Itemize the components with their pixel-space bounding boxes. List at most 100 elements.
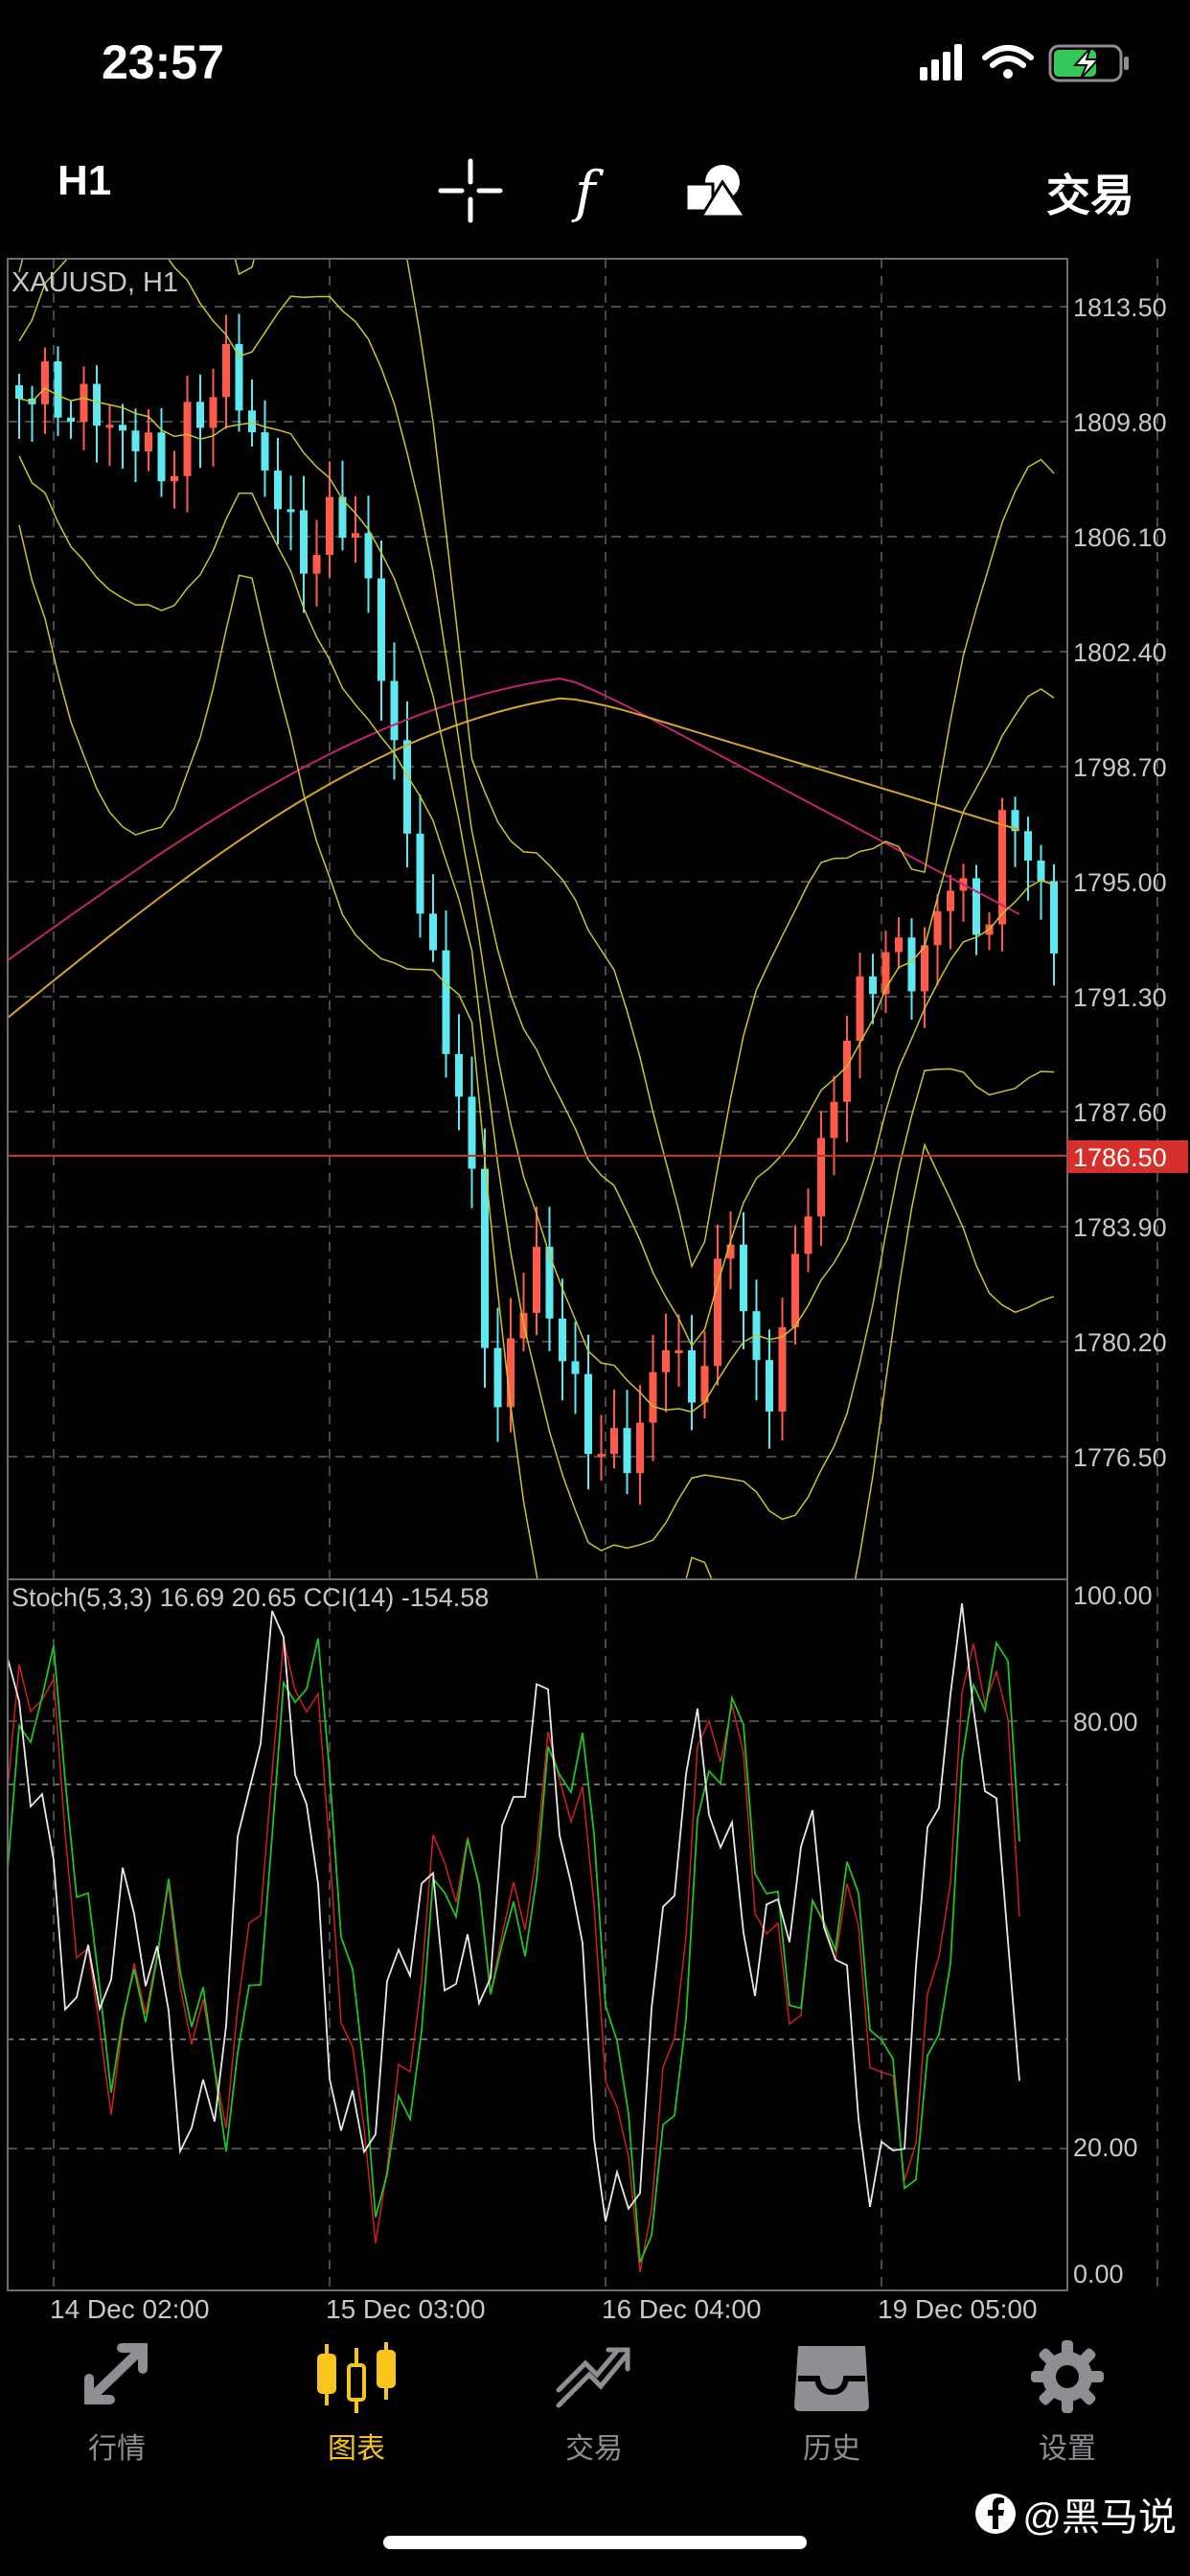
tab-history-label: 历史	[803, 2433, 860, 2465]
candle-body	[921, 945, 928, 992]
cellular-signal-icon	[920, 44, 962, 80]
candle-body	[442, 950, 450, 1054]
candle-body	[817, 1138, 825, 1217]
crosshair-icon[interactable]	[437, 157, 504, 224]
tab-history[interactable]: 历史	[736, 2338, 927, 2482]
bottom-tab-bar: 行情 图表 交易 历史	[0, 2329, 1190, 2511]
current-price-label: 1786.50	[1073, 1143, 1167, 1172]
candle-body	[843, 1041, 851, 1102]
tab-settings[interactable]: 设置	[972, 2338, 1163, 2482]
indicator-chart-area	[8, 1603, 1020, 2272]
settings-icon	[1031, 2340, 1104, 2413]
candle-body	[726, 1244, 735, 1259]
band-middle-line	[18, 387, 1055, 1414]
candle-body	[15, 385, 23, 399]
time-axis: 14 Dec 02:00 15 Dec 03:00 16 Dec 04:00 1…	[50, 2294, 1038, 2321]
candle-body	[352, 533, 359, 539]
trade-icon	[556, 2347, 630, 2408]
price-level-label: 1791.30	[1073, 983, 1167, 1012]
svg-text:f: f	[571, 159, 605, 224]
candle-body	[623, 1428, 631, 1474]
candle-body	[740, 1244, 747, 1312]
candle-body	[1024, 831, 1032, 862]
candle-body	[778, 1326, 787, 1412]
band-outer-lower-line	[18, 524, 1055, 1579]
battery-charging-icon	[1048, 44, 1129, 82]
timeframe-button[interactable]: H1	[57, 157, 112, 204]
candlestick-chart-icon	[317, 2342, 396, 2413]
candle-body	[222, 343, 230, 398]
candle-body	[286, 509, 295, 513]
candle-body	[248, 410, 256, 433]
candle-body	[1011, 810, 1019, 832]
tab-quotes[interactable]: 行情	[21, 2338, 213, 2482]
candle-body	[1050, 881, 1058, 954]
chart-frame	[7, 258, 1068, 2291]
tab-settings-label: 设置	[1039, 2433, 1096, 2465]
candle-body	[183, 402, 192, 476]
candle-body	[41, 361, 49, 404]
candle-body	[131, 430, 140, 451]
candle-body	[895, 937, 903, 953]
moving-average-line	[8, 677, 1020, 961]
trade-button[interactable]: 交易	[1046, 171, 1134, 220]
candle-body	[105, 425, 114, 428]
candle-body	[93, 383, 101, 426]
candle-body	[830, 1101, 838, 1138]
candle-body	[881, 952, 890, 995]
indicator-axis: 100.00 80.00 20.00 0.00	[1073, 1581, 1153, 2288]
time-label: 14 Dec 02:00	[50, 2294, 210, 2321]
cci-line	[8, 1603, 1020, 2222]
status-time: 23:57	[102, 35, 224, 89]
band-lower-line	[18, 455, 1055, 1552]
candle-body	[869, 976, 877, 995]
tab-chart[interactable]: 图表	[261, 2338, 452, 2482]
stochastic-main-line	[8, 1638, 1020, 2264]
tab-quotes-label: 行情	[88, 2433, 146, 2465]
history-icon	[794, 2346, 869, 2411]
facebook-icon	[975, 2494, 1017, 2534]
status-icons	[920, 44, 1129, 82]
candle-body	[559, 1318, 566, 1362]
candle-body	[597, 1454, 606, 1458]
tab-chart-label: 图表	[328, 2433, 385, 2465]
quotes-icon	[84, 2343, 148, 2404]
candle-body	[675, 1350, 683, 1354]
candle-body	[856, 976, 864, 1042]
candle-body	[338, 496, 347, 539]
objects-icon[interactable]	[682, 157, 749, 224]
home-indicator	[383, 2536, 807, 2549]
candle-body	[455, 1053, 463, 1097]
candle-body	[493, 1347, 502, 1408]
candle-body	[804, 1216, 812, 1254]
status-bar: 23:57	[0, 0, 1190, 134]
watermark: @黑马说	[974, 2486, 1177, 2542]
candle-body	[403, 740, 411, 834]
time-label: 19 Dec 05:00	[878, 2294, 1038, 2321]
stochastic-signal-line	[8, 1640, 1020, 2272]
candle-body	[312, 555, 321, 574]
candle-body	[610, 1428, 618, 1455]
candle-body	[235, 343, 243, 411]
candle-body	[416, 833, 424, 914]
tab-trade[interactable]: 交易	[498, 2338, 690, 2482]
candle-body	[157, 432, 166, 482]
function-icon[interactable]: f	[561, 157, 629, 224]
price-level-label: 1783.90	[1073, 1213, 1167, 1242]
candle-body	[171, 475, 178, 482]
candle-body	[145, 432, 152, 451]
indicator-level-label: 0.00	[1073, 2260, 1124, 2288]
candle-body	[54, 361, 62, 418]
candle-body	[196, 402, 204, 428]
candle-body	[688, 1350, 696, 1403]
price-chart[interactable]: XAUUSD, H1 Stoch(5,3,3) 16.69 20.65 CCI(…	[0, 251, 1190, 2321]
tab-trade-label: 交易	[565, 2433, 623, 2465]
price-level-label: 1795.00	[1073, 868, 1167, 897]
candle-body	[649, 1371, 657, 1423]
time-label: 15 Dec 03:00	[326, 2294, 486, 2321]
price-level-label: 1776.50	[1073, 1443, 1167, 1472]
candle-body	[933, 910, 942, 946]
moving-average-line	[8, 697, 1020, 1019]
candle-body	[700, 1366, 709, 1403]
band-upper-line	[18, 259, 1055, 1347]
